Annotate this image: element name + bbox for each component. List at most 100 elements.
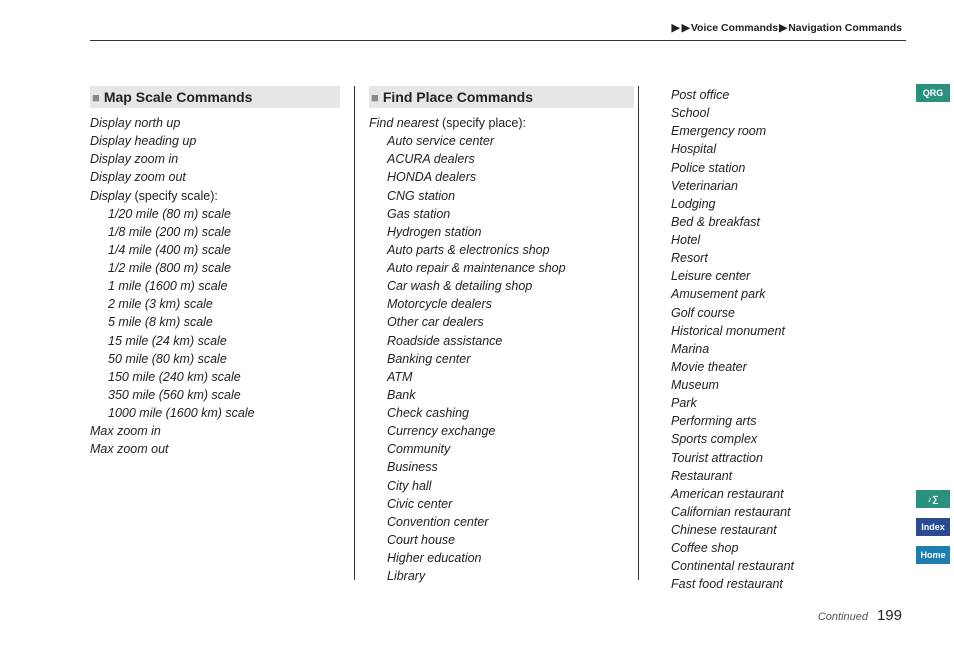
command-item: Amusement park xyxy=(653,285,886,303)
tab-symbols[interactable]: ♪∑ xyxy=(916,490,950,508)
column-2: ■ Find Place Commands Find nearest (spec… xyxy=(354,86,634,580)
command-item: Historical monument xyxy=(653,322,886,340)
column-3: Post officeSchoolEmergency roomHospitalP… xyxy=(638,86,886,580)
command-item: Auto repair & maintenance shop xyxy=(369,259,634,277)
command-item: Display north up xyxy=(90,114,340,132)
command-item: Display zoom out xyxy=(90,168,340,186)
header-rule xyxy=(90,40,906,41)
command-item: Car wash & detailing shop xyxy=(369,277,634,295)
tab-home[interactable]: Home xyxy=(916,546,950,564)
command-item: Performing arts xyxy=(653,412,886,430)
command-item: Tourist attraction xyxy=(653,449,886,467)
command-item: Post office xyxy=(653,86,886,104)
command-item: Check cashing xyxy=(369,404,634,422)
tab-index[interactable]: Index xyxy=(916,518,950,536)
command-item: 1/4 mile (400 m) scale xyxy=(90,241,340,259)
command-item: Emergency room xyxy=(653,122,886,140)
command-item: Hospital xyxy=(653,140,886,158)
command-item: 1000 mile (1600 km) scale xyxy=(90,404,340,422)
command-item: Max zoom out xyxy=(90,440,340,458)
command-item: 350 mile (560 km) scale xyxy=(90,386,340,404)
command-item: Max zoom in xyxy=(90,422,340,440)
command-item: Chinese restaurant xyxy=(653,521,886,539)
command-item: Hydrogen station xyxy=(369,223,634,241)
command-item: Museum xyxy=(653,376,886,394)
command-item: 2 mile (3 km) scale xyxy=(90,295,340,313)
page-number: 199 xyxy=(877,607,902,624)
command-item: Court house xyxy=(369,531,634,549)
side-tabs: QRG ♪∑ Index Home xyxy=(914,0,954,650)
command-item: Hotel xyxy=(653,231,886,249)
command-item: HONDA dealers xyxy=(369,168,634,186)
command-item: Veterinarian xyxy=(653,177,886,195)
page-content: ■ Map Scale Commands Display north upDis… xyxy=(90,86,906,580)
command-item: Police station xyxy=(653,159,886,177)
command-item: 150 mile (240 km) scale xyxy=(90,368,340,386)
command-item: Gas station xyxy=(369,205,634,223)
command-item: 1/8 mile (200 m) scale xyxy=(90,223,340,241)
chevron-right-icon: ▶ xyxy=(682,22,690,34)
command-item: Auto service center xyxy=(369,132,634,150)
command-item: Park xyxy=(653,394,886,412)
find-place-list-2: Post officeSchoolEmergency roomHospitalP… xyxy=(653,86,886,594)
command-item: City hall xyxy=(369,477,634,495)
tab-qrg[interactable]: QRG xyxy=(916,84,950,102)
command-item: School xyxy=(653,104,886,122)
command-item: Lodging xyxy=(653,195,886,213)
command-item: Californian restaurant xyxy=(653,503,886,521)
command-item: Display (specify scale): xyxy=(90,187,340,205)
command-item: Convention center xyxy=(369,513,634,531)
command-item: Find nearest (specify place): xyxy=(369,114,634,132)
chevron-right-icon: ▶ xyxy=(672,22,680,34)
command-item: Bed & breakfast xyxy=(653,213,886,231)
find-place-list: Find nearest (specify place):Auto servic… xyxy=(369,114,634,585)
command-item: 5 mile (8 km) scale xyxy=(90,313,340,331)
command-item: Motorcycle dealers xyxy=(369,295,634,313)
command-item: 50 mile (80 km) scale xyxy=(90,350,340,368)
command-item: Resort xyxy=(653,249,886,267)
command-item: 1/20 mile (80 m) scale xyxy=(90,205,340,223)
command-item: Banking center xyxy=(369,350,634,368)
column-1: ■ Map Scale Commands Display north upDis… xyxy=(90,86,340,580)
section-title: Map Scale Commands xyxy=(104,89,253,105)
command-item: Display heading up xyxy=(90,132,340,150)
command-item: Higher education xyxy=(369,549,634,567)
section-title: Find Place Commands xyxy=(383,89,533,105)
command-item: ACURA dealers xyxy=(369,150,634,168)
command-item: Continental restaurant xyxy=(653,557,886,575)
command-item: Roadside assistance xyxy=(369,332,634,350)
command-item: Business xyxy=(369,458,634,476)
command-item: Leisure center xyxy=(653,267,886,285)
command-item: Marina xyxy=(653,340,886,358)
command-item: Library xyxy=(369,567,634,585)
command-item: Other car dealers xyxy=(369,313,634,331)
command-item: CNG station xyxy=(369,187,634,205)
command-item: Civic center xyxy=(369,495,634,513)
command-item: Community xyxy=(369,440,634,458)
command-item: Display zoom in xyxy=(90,150,340,168)
command-item: ATM xyxy=(369,368,634,386)
command-item: 1 mile (1600 m) scale xyxy=(90,277,340,295)
command-item: Currency exchange xyxy=(369,422,634,440)
breadcrumb-b: Navigation Commands xyxy=(788,22,902,34)
command-item: Movie theater xyxy=(653,358,886,376)
map-scale-list: Display north upDisplay heading upDispla… xyxy=(90,114,340,458)
command-item: Restaurant xyxy=(653,467,886,485)
command-item: Fast food restaurant xyxy=(653,575,886,593)
section-header-map-scale: ■ Map Scale Commands xyxy=(90,86,340,108)
breadcrumb-a: Voice Commands xyxy=(691,22,778,34)
command-item: American restaurant xyxy=(653,485,886,503)
command-item: 15 mile (24 km) scale xyxy=(90,332,340,350)
section-header-find-place: ■ Find Place Commands xyxy=(369,86,634,108)
command-item: Auto parts & electronics shop xyxy=(369,241,634,259)
command-item: 1/2 mile (800 m) scale xyxy=(90,259,340,277)
breadcrumb: ▶▶Voice Commands▶Navigation Commands xyxy=(671,22,902,34)
square-bullet-icon: ■ xyxy=(371,90,379,105)
command-item: Coffee shop xyxy=(653,539,886,557)
command-item: Golf course xyxy=(653,304,886,322)
continued-label: Continued xyxy=(818,611,868,623)
square-bullet-icon: ■ xyxy=(92,90,100,105)
command-item: Sports complex xyxy=(653,430,886,448)
command-item: Bank xyxy=(369,386,634,404)
chevron-right-icon: ▶ xyxy=(779,22,787,34)
